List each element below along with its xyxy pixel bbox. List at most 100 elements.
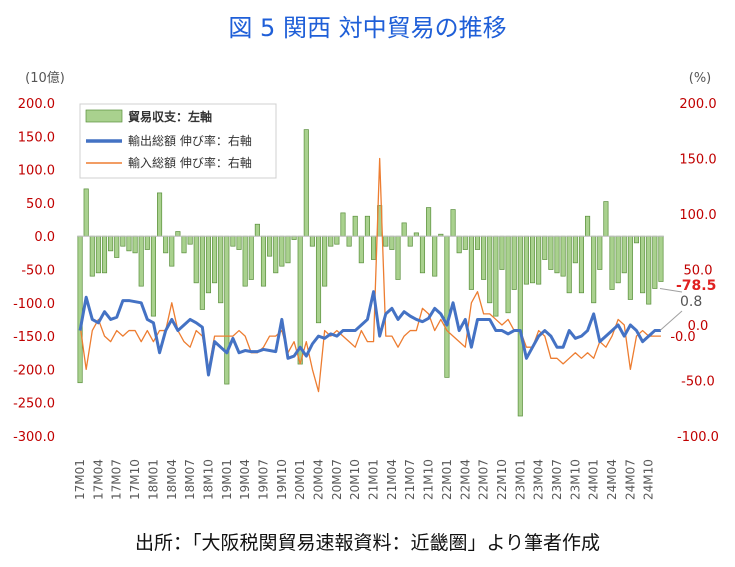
x-tick-label: 24M04 — [605, 459, 619, 500]
trade-balance-bar — [566, 235, 572, 294]
trade-balance-bar — [591, 235, 597, 304]
x-tick-label: 22M04 — [458, 459, 472, 500]
trade-balance-bar — [346, 235, 352, 247]
trade-balance-bar — [297, 235, 303, 365]
trade-balance-bar — [218, 235, 224, 304]
trade-balance-bar — [499, 235, 505, 270]
x-tick-label: 21M04 — [385, 459, 399, 500]
x-tick-label: 20M04 — [312, 459, 326, 500]
x-tick-label: 19M10 — [275, 459, 289, 500]
trade-balance-bar — [205, 235, 212, 294]
x-tick-label: 24M10 — [642, 459, 656, 500]
right-axis-unit: (%) — [689, 71, 712, 86]
trade-balance-bar — [426, 207, 432, 237]
right-tick-label: -100.0 — [677, 430, 719, 445]
trade-balance-bar — [456, 235, 462, 254]
right-tick-label: 150.0 — [679, 153, 716, 168]
trade-balance-bar — [468, 235, 474, 290]
trade-balance-bar — [120, 235, 126, 247]
trade-balance-bar — [242, 235, 248, 287]
x-tick-label: 17M04 — [91, 459, 105, 500]
right-tick-label: -50.0 — [681, 375, 715, 390]
trade-balance-bar — [395, 235, 401, 280]
x-tick-label: 17M07 — [110, 459, 124, 500]
annotation-leader-import — [659, 310, 683, 331]
x-tick-label: 17M01 — [73, 459, 87, 500]
trade-balance-bar — [248, 235, 254, 280]
trade-balance-bar — [101, 235, 108, 274]
x-tick-label: 22M07 — [477, 459, 491, 500]
trade-balance-bar — [640, 235, 646, 294]
x-tick-label: 24M07 — [623, 459, 637, 500]
trade-balance-bar — [511, 235, 517, 290]
annotation-import-value: 0.8 — [680, 294, 702, 310]
trade-balance-bar — [89, 235, 95, 277]
trade-balance-bar — [364, 215, 370, 237]
left-tick-label: 50.0 — [26, 197, 55, 212]
trade-balance-bar — [529, 235, 536, 284]
trade-balance-bar — [658, 235, 664, 282]
trade-balance-bar — [444, 235, 450, 378]
trade-balance-bar — [163, 235, 169, 254]
trade-balance-bar — [95, 235, 101, 274]
trade-balance-bar — [389, 235, 395, 250]
trade-balance-bar — [615, 235, 621, 284]
x-tick-label: 18M01 — [146, 459, 160, 500]
right-tick-label: 200.0 — [679, 97, 716, 112]
right-tick-label: 0.0 — [688, 319, 709, 334]
trade-balance-bar — [554, 235, 560, 274]
trade-balance-bar — [523, 235, 529, 285]
annotation-leader-balance — [659, 287, 683, 293]
x-tick-label: 17M10 — [128, 459, 142, 500]
x-tick-label: 20M07 — [330, 459, 344, 500]
x-tick-label: 18M07 — [183, 459, 197, 500]
left-tick-label: -200.0 — [13, 363, 55, 378]
trade-balance-bar — [572, 235, 578, 264]
trade-balance-bar — [548, 235, 554, 270]
trade-balance-bar — [175, 231, 181, 237]
trade-balance-bar — [358, 235, 364, 264]
trade-balance-bar — [578, 235, 585, 294]
trade-balance-bar — [260, 235, 267, 287]
trade-balance-bar — [181, 235, 187, 254]
x-tick-label: 18M04 — [165, 459, 179, 500]
legend-label-export: 輸出総額 伸び率：右軸 — [128, 133, 252, 148]
x-tick-label: 20M01 — [293, 459, 307, 500]
trade-balance-bar — [603, 201, 609, 237]
x-tick-label: 20M10 — [348, 459, 362, 500]
trade-balance-bar — [419, 235, 426, 274]
trade-balance-bar — [212, 235, 218, 284]
trade-balance-bar — [609, 235, 615, 290]
trade-balance-bar — [157, 192, 163, 237]
trade-balance-bar — [652, 235, 658, 289]
chart-title: 図 5 関西 対中貿易の推移 — [228, 14, 507, 42]
trade-balance-bar — [505, 235, 511, 314]
right-tick-label: 100.0 — [679, 208, 716, 223]
trade-balance-bar — [401, 222, 407, 237]
trade-balance-bar — [230, 235, 236, 247]
trade-balance-bar — [193, 235, 199, 284]
trade-balance-bar — [383, 235, 389, 247]
x-tick-label: 24M01 — [587, 459, 601, 500]
trade-balance-bar — [108, 235, 114, 252]
trade-balance-bar — [597, 235, 603, 270]
legend-label-balance: 貿易収支：左軸 — [128, 109, 212, 124]
x-tick-label: 21M07 — [403, 459, 417, 500]
trade-balance-bar — [646, 235, 652, 305]
trade-balance-bar — [322, 235, 328, 287]
trade-balance-bar — [83, 188, 89, 237]
trade-balance-bar — [224, 235, 230, 385]
trade-balance-bar — [621, 235, 627, 274]
trade-balance-bar — [138, 235, 144, 287]
trade-balance-bar — [328, 235, 334, 247]
trade-balance-bar — [126, 235, 132, 252]
trade-balance-bar — [627, 235, 633, 300]
left-tick-label: -50.0 — [21, 264, 55, 279]
trade-balance-bar — [199, 235, 205, 310]
left-tick-label: 100.0 — [18, 164, 55, 179]
trade-balance-bar — [517, 235, 523, 417]
x-tick-label: 23M10 — [568, 459, 582, 500]
trade-balance-bar — [334, 235, 340, 245]
x-tick-label: 22M10 — [495, 459, 509, 500]
